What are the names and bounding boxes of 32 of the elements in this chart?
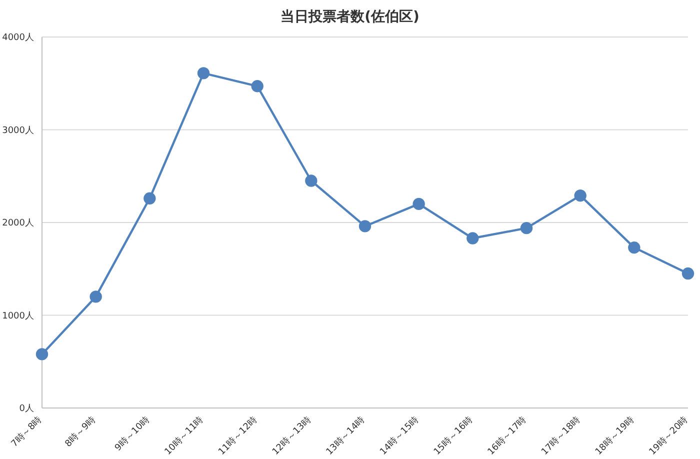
x-tick-label: 8時～9時 <box>62 414 98 450</box>
x-tick-label: 9時～10時 <box>112 414 152 454</box>
point <box>251 80 264 92</box>
x-tick-label: 13時～14時 <box>324 414 368 458</box>
x-tick-label: 15時～16時 <box>432 414 475 458</box>
point <box>197 67 210 80</box>
x-tick-label: 16時～17時 <box>486 414 529 458</box>
point <box>682 267 694 280</box>
x-tick-label: 12時～13時 <box>270 414 314 458</box>
x-tick-label: 18時～19時 <box>593 414 636 458</box>
x-tick-label: 17時～18時 <box>539 414 582 458</box>
y-tick-label: 4000人 <box>2 32 34 44</box>
y-tick-label: 1000人 <box>2 310 34 322</box>
point <box>144 192 156 204</box>
point <box>358 220 372 232</box>
point <box>520 222 533 234</box>
x-tick-label: 11時～12時 <box>216 414 260 458</box>
point <box>466 232 479 244</box>
x-tick-label: 14時～15時 <box>378 414 421 458</box>
point <box>305 174 318 187</box>
chart-title: 当日投票者数(佐伯区) <box>280 8 420 26</box>
x-tick-label: 10時～11時 <box>162 414 206 458</box>
point <box>574 190 586 202</box>
y-tick-label: 2000人 <box>2 218 34 229</box>
y-tick-label: 3000人 <box>2 124 34 136</box>
y-tick-label: 0人 <box>19 403 34 414</box>
x-tick-label: 7時～8時 <box>9 414 44 450</box>
point <box>90 290 102 303</box>
x-tick-label: 19時～20時 <box>647 414 690 458</box>
point <box>628 241 640 254</box>
point <box>36 348 48 360</box>
point <box>412 198 425 210</box>
